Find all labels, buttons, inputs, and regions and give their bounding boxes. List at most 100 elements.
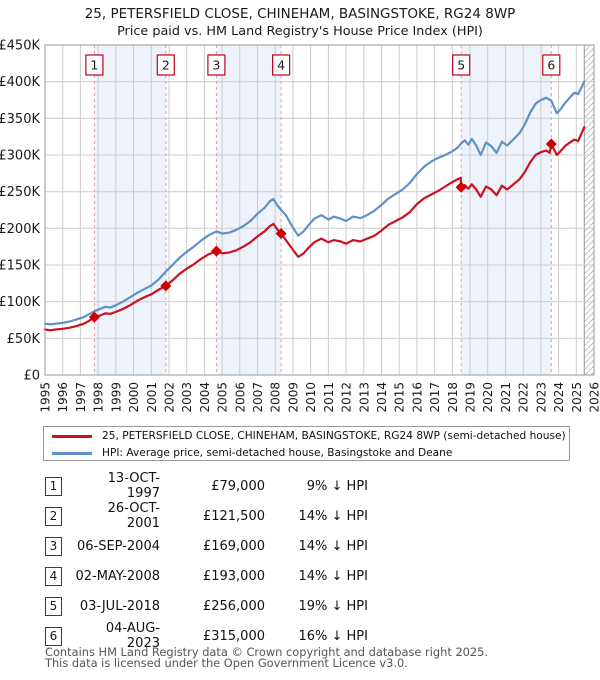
sale-number-box	[85, 54, 104, 76]
legend: 25, PETERSFIELD CLOSE, CHINEHAM, BASINGS…	[43, 426, 570, 461]
x-tick-label: 2021	[499, 382, 513, 413]
x-tick-label: 2007	[251, 382, 265, 413]
x-tick-label: 2025	[570, 382, 584, 413]
price-history-chart: £0 £50K £100K £150K £200K £250K £300K £350K £400…	[0, 39, 600, 413]
transactions-table: 1 13-OCT-1997 £79,000 9% ↓ HPI 2 26-OCT-…	[45, 471, 375, 651]
sale-price: £315,000	[202, 628, 265, 644]
page-title: 25, PETERSFIELD CLOSE, CHINEHAM, BASINGS…	[84, 6, 516, 22]
x-tick-label: 1999	[109, 382, 123, 413]
x-tick-label: 2009	[286, 382, 300, 413]
x-tick-label: 2024	[552, 382, 566, 413]
sale-number-box	[207, 54, 226, 76]
sale-number-box-label: 1	[90, 58, 98, 73]
sale-number-badge: 3	[45, 536, 62, 556]
y-tick-label: £100K	[0, 295, 40, 310]
x-tick-label: 2003	[180, 382, 194, 413]
sale-number-box-label: 2	[162, 58, 170, 73]
sale-marker-diamond	[160, 280, 172, 292]
y-tick-label: £450K	[0, 39, 40, 54]
ownership-band	[461, 45, 552, 375]
sale-date: 26-OCT-2001	[107, 501, 160, 531]
legend-label-price-paid: 25, PETERSFIELD CLOSE, CHINEHAM, BASINGS…	[102, 430, 566, 442]
legend-item-hpi: HPI: Average price, semi-detached house,…	[44, 445, 569, 461]
price-paid-line-swatch	[52, 434, 92, 438]
legend-item-price-paid: 25, PETERSFIELD CLOSE, CHINEHAM, BASINGS…	[44, 428, 569, 444]
sale-number-box	[542, 54, 561, 76]
table-row: 5 03-JUL-2018 £256,000 19% ↓ HPI	[45, 591, 375, 621]
x-tick-label: 2001	[145, 382, 159, 413]
sale-number-badge: 5	[45, 596, 62, 616]
plot-border	[44, 44, 595, 376]
x-tick-label: 2013	[357, 382, 371, 413]
table-row: 1 13-OCT-1997 £79,000 9% ↓ HPI	[45, 471, 375, 501]
sale-number-box-label: 4	[277, 58, 285, 73]
sale-marker-diamond	[545, 138, 557, 150]
sale-price: £256,000	[202, 598, 265, 614]
hpi-line-swatch	[52, 451, 92, 455]
x-tick-label: 2018	[446, 382, 460, 413]
x-tick-label: 2010	[304, 382, 318, 413]
sale-date: 02-MAY-2008	[75, 568, 160, 584]
x-tick-label: 2017	[428, 382, 442, 413]
sale-number-box-label: 5	[457, 58, 465, 73]
sale-number-box-label: 6	[547, 58, 555, 73]
sale-number-badge: 6	[45, 626, 62, 646]
sale-vs-hpi: 14% ↓ HPI	[298, 508, 368, 524]
y-tick-label: £0	[23, 369, 40, 384]
sale-marker-diamond	[275, 228, 287, 239]
sale-price: £121,500	[202, 508, 265, 524]
x-tick-label: 1995	[39, 382, 53, 413]
x-tick-label: 2000	[127, 382, 141, 413]
sale-number-badge: 2	[45, 506, 62, 526]
x-tick-label: 2020	[481, 382, 495, 413]
x-tick-label: 2012	[340, 382, 354, 413]
x-tick-label: 2022	[517, 382, 531, 413]
table-row: 4 02-MAY-2008 £193,000 14% ↓ HPI	[45, 561, 375, 591]
sale-vs-hpi: 16% ↓ HPI	[298, 628, 368, 644]
sale-number-box	[452, 54, 471, 76]
sale-marker-diamond	[88, 311, 100, 323]
copyright-footer: Contains HM Land Registry data © Crown c…	[45, 645, 489, 670]
sale-vs-hpi: 9% ↓ HPI	[306, 478, 368, 494]
x-tick-label: 1997	[74, 382, 88, 413]
sale-number-badge: 1	[45, 476, 62, 496]
sale-marker-diamond	[455, 181, 467, 193]
y-tick-label: £400K	[0, 75, 40, 90]
x-tick-label: 2006	[233, 382, 247, 413]
y-tick-label: £200K	[0, 222, 40, 237]
sale-number-box	[156, 54, 175, 76]
footer-line-1: Contains HM Land Registry data © Crown c…	[45, 645, 489, 659]
legend-label-hpi: HPI: Average price, semi-detached house,…	[102, 447, 453, 459]
footer-line-2: This data is licensed under the Open Gov…	[45, 656, 408, 670]
sale-number-box	[272, 54, 291, 76]
sale-price: £169,000	[202, 538, 265, 554]
ownership-band	[216, 45, 281, 375]
x-tick-label: 2002	[163, 382, 177, 413]
future-hatch	[584, 45, 594, 375]
x-tick-label: 1996	[56, 382, 70, 413]
page-subtitle: Price paid vs. HM Land Registry's House …	[117, 24, 483, 39]
hpi-line	[43, 80, 586, 326]
x-tick-label: 2026	[588, 382, 600, 413]
x-tick-label: 2023	[534, 382, 548, 413]
sale-date: 04-AUG-2023	[105, 621, 160, 651]
table-row: 6 04-AUG-2023 £315,000 16% ↓ HPI	[45, 621, 375, 651]
price-paid-line	[43, 125, 586, 332]
y-tick-label: £300K	[0, 149, 40, 164]
y-tick-label: £50K	[7, 332, 41, 347]
sale-price: £193,000	[202, 568, 265, 584]
table-row: 3 06-SEP-2004 £169,000 14% ↓ HPI	[45, 531, 375, 561]
x-tick-label: 2019	[464, 382, 478, 413]
x-tick-label: 2016	[410, 382, 424, 413]
x-tick-label: 2015	[393, 382, 407, 413]
x-tick-label: 1998	[92, 382, 106, 413]
x-tick-label: 2011	[322, 382, 336, 413]
sale-date: 13-OCT-1997	[107, 471, 160, 501]
y-tick-label: £250K	[0, 185, 40, 200]
sale-vs-hpi: 14% ↓ HPI	[298, 568, 368, 584]
y-tick-label: £150K	[0, 259, 40, 274]
sale-number-badge: 4	[45, 566, 62, 586]
x-tick-label: 2004	[198, 382, 212, 413]
x-tick-label: 2005	[216, 382, 230, 413]
